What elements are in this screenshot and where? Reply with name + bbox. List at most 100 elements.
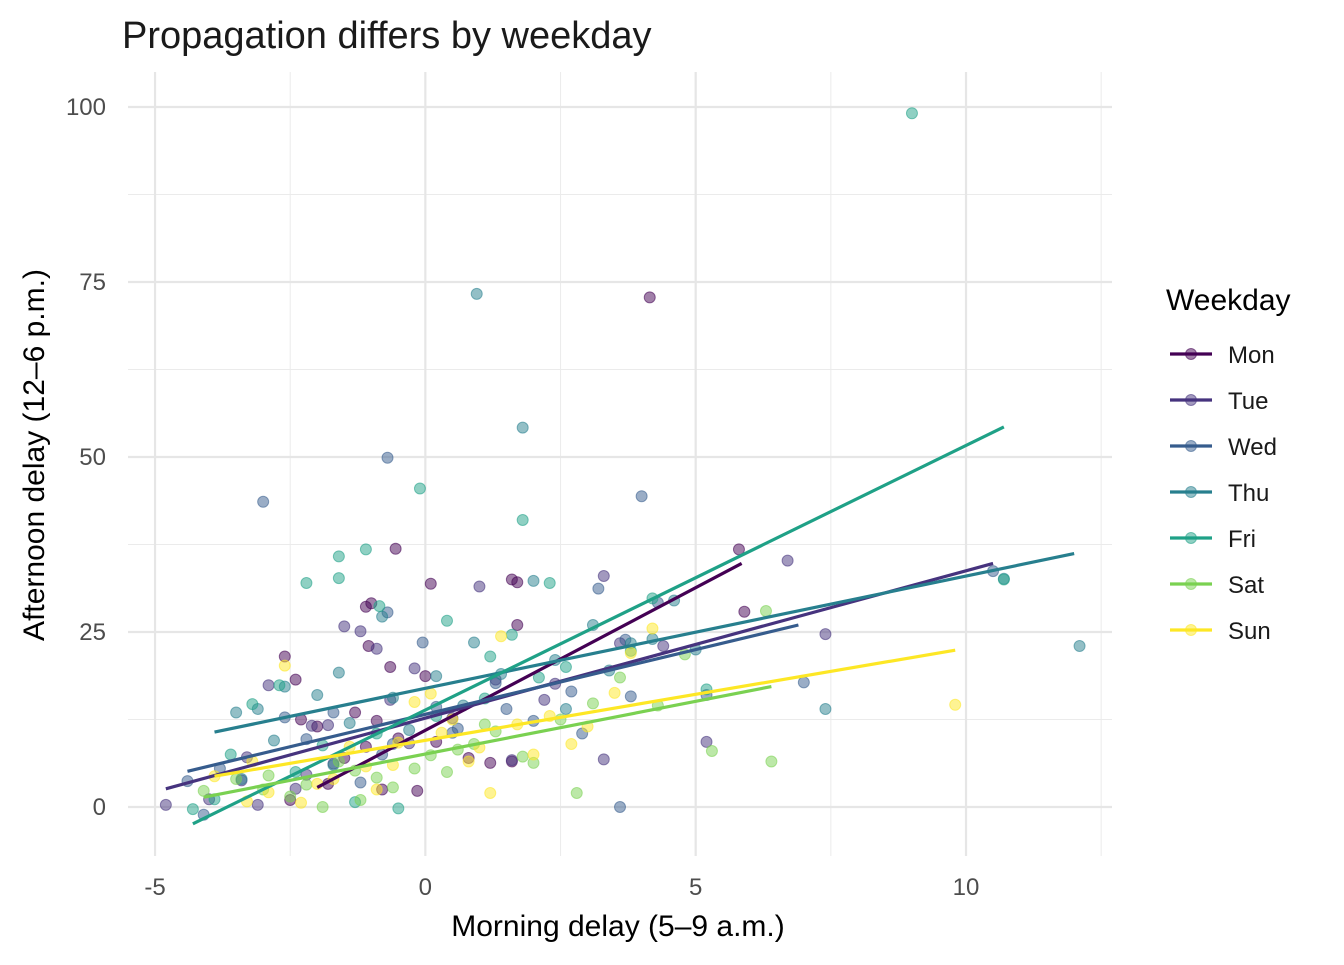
legend-label: Fri (1228, 526, 1256, 553)
fit-lines (165, 425, 1075, 826)
point-fri (484, 650, 497, 663)
point-fri (373, 600, 386, 613)
point-tue (408, 662, 421, 675)
point-mon (511, 619, 524, 631)
point-mon (389, 542, 402, 555)
point-thu (430, 670, 443, 683)
legend-label: Mon (1228, 342, 1275, 369)
point-tue (322, 719, 335, 732)
point-sat (284, 790, 297, 803)
point-sat (316, 801, 329, 813)
legend-key-point (1185, 624, 1197, 636)
point-thu (403, 724, 416, 736)
point-sat (408, 762, 421, 775)
legend-key-point (1185, 348, 1197, 360)
y-tick-label: 100 (66, 94, 106, 121)
fit-line-sat (203, 685, 772, 799)
point-fri (413, 482, 426, 495)
point-mon (484, 756, 497, 769)
point-sun (949, 698, 962, 711)
point-thu (819, 703, 832, 715)
legend-label: Tue (1228, 388, 1268, 415)
x-tick-label: 10 (953, 874, 980, 901)
point-tue (700, 735, 713, 748)
point-wed (614, 801, 626, 813)
legend-label: Wed (1228, 434, 1277, 461)
point-sun (608, 686, 621, 699)
legend: Weekday Mon Tue Wed Thu Fri Sat Sun (1166, 284, 1291, 645)
point-thu (470, 287, 483, 300)
legend-key-point (1185, 440, 1197, 452)
point-fri (559, 661, 572, 673)
point-sun (278, 659, 291, 672)
point-wed (354, 776, 367, 789)
point-sun (495, 630, 508, 643)
point-thu (230, 706, 243, 719)
point-thu (311, 689, 324, 701)
point-sat (765, 755, 778, 768)
point-sat (440, 766, 453, 778)
point-thu (559, 703, 572, 715)
point-tue (473, 580, 486, 593)
point-sat (705, 745, 718, 757)
point-sat (570, 787, 583, 799)
point-sun (646, 622, 659, 635)
point-thu (516, 421, 529, 434)
point-fri (273, 679, 286, 692)
point-fri (997, 573, 1010, 586)
point-sat (370, 771, 383, 784)
point-tue (597, 570, 610, 582)
fit-line-mon (316, 561, 743, 789)
legend-item-sat: Sat (1170, 572, 1264, 599)
gridlines (128, 72, 1112, 856)
point-mon (738, 605, 751, 618)
point-wed (416, 636, 429, 649)
point-sun (370, 783, 383, 796)
point-tue (354, 625, 367, 638)
point-sun (565, 738, 578, 750)
point-tue (505, 754, 518, 767)
point-fri (359, 543, 372, 556)
fit-line-wed (187, 623, 799, 773)
chart-title: Propagation differs by weekday (122, 15, 652, 57)
point-tue (338, 620, 351, 633)
point-mon (384, 661, 397, 673)
point-wed (381, 451, 394, 464)
point-sun (295, 796, 308, 809)
legend-items: Mon Tue Wed Thu Fri Sat Sun (1170, 342, 1277, 645)
point-tue (251, 798, 264, 811)
point-thu (267, 734, 280, 747)
legend-key-point (1185, 486, 1197, 498)
point-wed (489, 677, 502, 690)
legend-item-tue: Tue (1170, 388, 1268, 415)
x-tick-label: 0 (419, 874, 432, 901)
y-tick-label: 75 (79, 269, 106, 296)
point-fri (300, 577, 313, 589)
legend-key-point (1185, 532, 1197, 544)
point-tue (657, 640, 670, 652)
x-axis-title: Morning delay (5–9 a.m.) (451, 910, 785, 943)
point-wed (624, 690, 637, 703)
point-thu (468, 636, 481, 649)
point-sat (262, 769, 275, 782)
point-thu (376, 610, 389, 623)
point-fri (440, 614, 453, 627)
point-mon (419, 670, 432, 683)
point-sun (408, 696, 421, 708)
point-fri (332, 550, 345, 563)
fit-line-thu (214, 552, 1075, 734)
point-mon (411, 784, 424, 797)
point-tue (781, 554, 794, 567)
legend-item-mon: Mon (1170, 342, 1275, 369)
point-thu (343, 717, 356, 729)
legend-key-point (1185, 578, 1197, 590)
point-wed (565, 685, 578, 698)
point-thu (332, 666, 345, 679)
point-mon (424, 577, 437, 590)
point-sun (624, 647, 637, 659)
y-tick-label: 0 (93, 794, 106, 821)
x-tick-label: -5 (144, 874, 165, 901)
legend-item-fri: Fri (1170, 526, 1256, 553)
